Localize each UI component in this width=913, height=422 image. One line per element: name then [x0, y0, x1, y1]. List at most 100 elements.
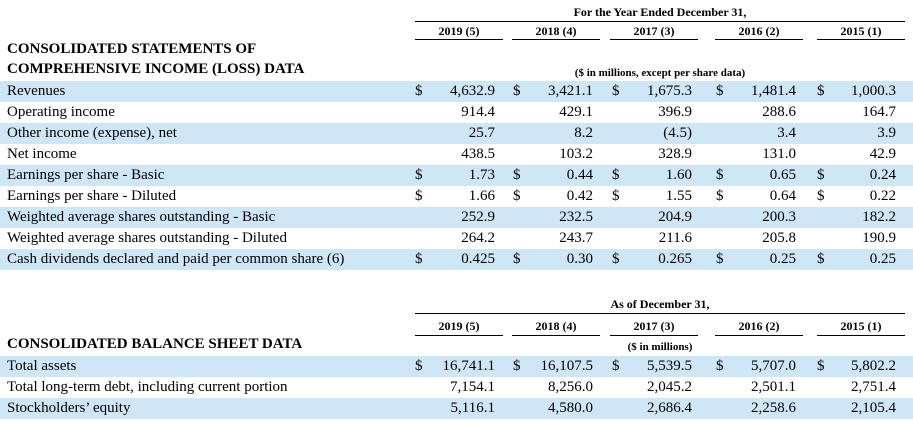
- balance-currency-symbol: $: [513, 358, 521, 374]
- income-row: Weighted average shares outstanding - Di…: [0, 228, 913, 249]
- income-row: Cash dividends declared and paid per com…: [0, 249, 913, 270]
- balance-value-cell: 2,751.4: [851, 379, 896, 395]
- income-year-header-2: 2017 (3): [633, 24, 675, 38]
- income-year-header-0: 2019 (5): [438, 24, 480, 38]
- income-currency-symbol: $: [513, 83, 521, 99]
- income-row-label: Operating income: [7, 104, 115, 120]
- balance-row-label: Stockholders’ equity: [7, 400, 131, 416]
- income-row: Weighted average shares outstanding - Ba…: [0, 207, 913, 228]
- income-currency-symbol: $: [817, 167, 825, 183]
- balance-period-header: As of December 31,: [610, 297, 710, 311]
- income-value-cell: 211.6: [658, 230, 692, 246]
- income-value-cell: 1.66: [468, 188, 495, 204]
- balance-value-cell: 16,107.5: [540, 358, 594, 374]
- income-value-cell: 0.42: [566, 188, 593, 204]
- income-year-header-1: 2018 (4): [535, 24, 577, 38]
- income-value-cell: 0.24: [869, 167, 896, 183]
- income-value-cell: 1.73: [468, 167, 495, 183]
- balance-year-underline-0: [415, 335, 503, 336]
- income-value-cell: 0.64: [769, 188, 796, 204]
- income-value-cell: (4.5): [663, 125, 692, 141]
- income-row-label: Net income: [7, 146, 77, 162]
- income-year-underline-1: [512, 39, 600, 40]
- income-currency-symbol: $: [716, 188, 724, 204]
- income-section-title-line1: CONSOLIDATED STATEMENTS OF: [7, 41, 257, 57]
- income-value-cell: 200.3: [762, 209, 796, 225]
- income-value-cell: 0.65: [769, 167, 796, 183]
- income-value-cell: 4,632.9: [450, 83, 495, 99]
- balance-currency-symbol: $: [716, 358, 724, 374]
- balance-row: Stockholders’ equity 5,116.1 4,580.0 2,686.…: [0, 398, 913, 419]
- income-value-cell: 0.25: [769, 251, 796, 267]
- income-row: Net income 438.5 103.2 328.9 131.0 42.9: [0, 144, 913, 165]
- income-currency-symbol: $: [612, 251, 620, 267]
- income-row-label: Weighted average shares outstanding - Di…: [7, 230, 287, 246]
- balance-row: Total long-term debt, including current …: [0, 377, 913, 398]
- income-value-cell: 1,675.3: [647, 83, 692, 99]
- income-section-title-line2: COMPREHENSIVE INCOME (LOSS) DATA: [7, 61, 305, 77]
- income-currency-symbol: $: [716, 251, 724, 267]
- income-currency-symbol: $: [817, 251, 825, 267]
- balance-value-cell: 5,707.0: [751, 358, 796, 374]
- income-row-label: Earnings per share - Diluted: [7, 188, 177, 204]
- balance-value-cell: 16,741.1: [442, 358, 496, 374]
- balance-value-cell: 5,116.1: [450, 400, 495, 416]
- income-year-underline-3: [715, 39, 803, 40]
- income-value-cell: 0.22: [869, 188, 896, 204]
- balance-value-cell: 5,802.2: [851, 358, 896, 374]
- balance-value-cell: 2,045.2: [647, 379, 692, 395]
- income-value-cell: 243.7: [559, 230, 593, 246]
- income-value-cell: 0.25: [869, 251, 896, 267]
- income-currency-symbol: $: [612, 83, 620, 99]
- balance-value-cell: 2,258.6: [751, 400, 796, 416]
- income-row-label: Cash dividends declared and paid per com…: [7, 251, 345, 267]
- income-value-cell: 264.2: [461, 230, 495, 246]
- income-value-cell: 131.0: [762, 146, 796, 162]
- income-value-cell: 8.2: [574, 125, 593, 141]
- income-currency-symbol: $: [513, 251, 521, 267]
- income-currency-symbol: $: [612, 167, 620, 183]
- balance-year-underline-3: [715, 335, 803, 336]
- income-row-label: Other income (expense), net: [7, 125, 177, 141]
- income-currency-symbol: $: [415, 251, 423, 267]
- income-row: Earnings per share - Diluted $1.66 $0.42 $1…: [0, 186, 913, 207]
- balance-currency-symbol: $: [817, 358, 825, 374]
- income-year-header-4: 2015 (1): [840, 24, 882, 38]
- income-currency-symbol: $: [817, 188, 825, 204]
- balance-year-underline-1: [512, 335, 600, 336]
- income-value-cell: 0.44: [566, 167, 593, 183]
- balance-row-label: Total long-term debt, including current …: [7, 379, 288, 395]
- balance-row: Total assets $16,741.1 $16,107.5 $5,539.5 $5…: [0, 356, 913, 377]
- income-row: Operating income 914.4 429.1 396.9 288.6 164.…: [0, 102, 913, 123]
- income-year-underline-4: [817, 39, 905, 40]
- income-row-label: Revenues: [7, 83, 66, 99]
- balance-value-cell: 7,154.1: [450, 379, 495, 395]
- balance-year-underline-2: [610, 335, 698, 336]
- income-row: Revenues $4,632.9 $3,421.1 $1,675.3 $1,481.4…: [0, 81, 913, 102]
- income-currency-symbol: $: [415, 83, 423, 99]
- income-value-cell: 205.8: [762, 230, 796, 246]
- balance-period-rule: [415, 313, 905, 314]
- income-currency-symbol: $: [716, 83, 724, 99]
- income-value-cell: 182.2: [862, 209, 896, 225]
- income-period-rule: [415, 21, 905, 22]
- balance-currency-symbol: $: [415, 358, 423, 374]
- income-value-cell: 3.4: [777, 125, 796, 141]
- income-row: Other income (expense), net 25.7 8.2 (4.5) 3…: [0, 123, 913, 144]
- income-value-cell: 1,000.3: [851, 83, 896, 99]
- income-value-cell: 328.9: [658, 146, 692, 162]
- balance-value-cell: 4,580.0: [548, 400, 593, 416]
- income-currency-symbol: $: [716, 167, 724, 183]
- balance-value-cell: 2,105.4: [851, 400, 896, 416]
- income-value-cell: 1.55: [665, 188, 692, 204]
- income-value-cell: 429.1: [559, 104, 593, 120]
- income-value-cell: 1,481.4: [751, 83, 796, 99]
- income-value-cell: 3,421.1: [548, 83, 593, 99]
- balance-year-header-1: 2018 (4): [535, 319, 577, 333]
- income-value-cell: 0.425: [461, 251, 495, 267]
- income-value-cell: 3.9: [877, 125, 896, 141]
- balance-value-cell: 5,539.5: [647, 358, 692, 374]
- income-currency-symbol: $: [513, 167, 521, 183]
- balance-value-cell: 8,256.0: [548, 379, 593, 395]
